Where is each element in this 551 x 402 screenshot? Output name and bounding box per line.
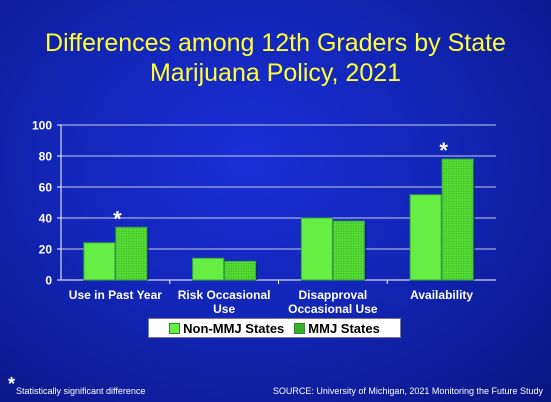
legend-swatch-mmj xyxy=(294,322,306,334)
footnote-text: Statistically significant difference xyxy=(16,386,146,396)
x-category-label: Use in Past Year xyxy=(69,288,163,302)
bar-mmj xyxy=(115,226,148,281)
y-tick-label: 60 xyxy=(39,181,53,195)
legend-label-non-mmj: Non-MMJ States xyxy=(183,320,285,336)
legend-item-mmj: MMJ States xyxy=(294,321,380,336)
legend-label-mmj: MMJ States xyxy=(308,320,380,336)
bar-non-mmj xyxy=(300,217,333,281)
bar-non-mmj xyxy=(192,257,225,281)
bar-mmj xyxy=(441,158,474,281)
x-category-label: Occasional Use xyxy=(288,302,378,316)
bar-mmj xyxy=(224,260,257,281)
x-category-label: Use xyxy=(213,302,235,316)
significance-marker: * xyxy=(113,206,122,231)
x-category-label: Risk Occasional xyxy=(178,288,271,302)
bar-mmj xyxy=(332,220,365,281)
chart-title: Differences among 12th Graders by State … xyxy=(0,28,551,88)
legend-swatch-non-mmj xyxy=(169,322,181,334)
x-category-label: Availability xyxy=(410,288,473,302)
title-line-1: Differences among 12th Graders by State xyxy=(45,29,506,57)
bar-non-mmj xyxy=(83,242,116,281)
y-tick-label: 100 xyxy=(32,119,52,133)
legend-item-non-mmj: Non-MMJ States xyxy=(169,321,284,336)
y-tick-label: 40 xyxy=(39,212,53,226)
chart-legend: Non-MMJ States MMJ States xyxy=(148,318,401,338)
x-category-label: Disapproval xyxy=(299,288,368,302)
y-tick-label: 80 xyxy=(39,150,53,164)
footnote-star: * xyxy=(8,374,16,394)
y-tick-label: 0 xyxy=(45,274,52,288)
significance-marker: * xyxy=(439,138,448,163)
y-tick-label: 20 xyxy=(39,243,53,257)
title-line-2: Marijuana Policy, 2021 xyxy=(149,59,402,87)
source-text: SOURCE: University of Michigan, 2021 Mon… xyxy=(272,386,543,396)
bar-non-mmj xyxy=(409,194,442,281)
